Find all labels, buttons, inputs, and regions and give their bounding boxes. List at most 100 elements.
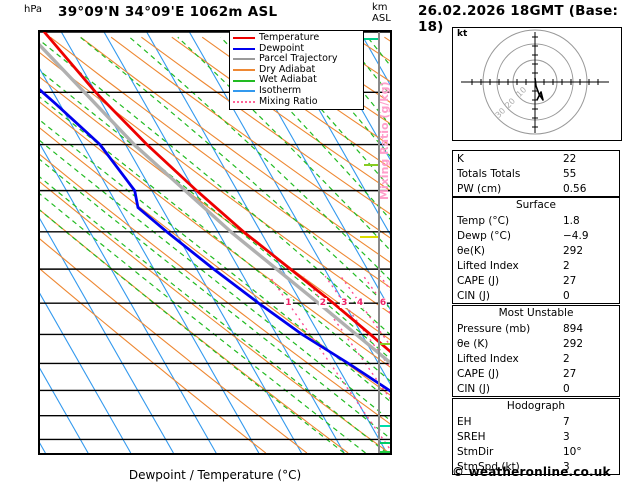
table-row: StmSpd (kt) 3 bbox=[453, 459, 619, 474]
legend-item: Parcel Trajectory bbox=[233, 54, 360, 65]
forecast-datetime: 26.02.2026 18GMT (Base: 18) bbox=[418, 3, 619, 35]
legend-label: Wet Adiabat bbox=[259, 74, 317, 86]
table-row-value: 292 bbox=[563, 337, 584, 350]
table-row-value: 3 bbox=[563, 460, 570, 473]
table-row-key: CIN (J) bbox=[457, 289, 490, 302]
table-row-value: 2 bbox=[563, 259, 570, 272]
table-section-heading: Most Unstable bbox=[498, 307, 574, 319]
table-row: Lifted Index 2 bbox=[453, 351, 619, 366]
legend-label: Parcel Trajectory bbox=[259, 53, 338, 65]
table-row: Totals Totals 55 bbox=[453, 166, 619, 181]
indices-table-top: K 22 Totals Totals 55 PW (cm) 0.56 bbox=[452, 150, 620, 197]
legend-label: Isotherm bbox=[259, 84, 302, 96]
legend-item: Isotherm bbox=[233, 84, 360, 97]
pressure-tick-mark bbox=[38, 363, 40, 365]
table-row-key: EH bbox=[457, 415, 472, 428]
table-row: CIN (J) 0 bbox=[453, 381, 619, 396]
table-row-key: Temp (°C) bbox=[457, 214, 510, 227]
table-row-key: θe (K) bbox=[457, 337, 489, 350]
table-row-value: 27 bbox=[563, 367, 577, 380]
legend-swatch bbox=[233, 69, 255, 72]
table-row: Temp (°C) 1.8 bbox=[453, 213, 619, 228]
legend-item: Wet Adiabat bbox=[233, 75, 360, 86]
legend-swatch bbox=[233, 58, 255, 61]
pressure-tick-mark bbox=[38, 190, 40, 192]
table-row-value: 22 bbox=[563, 152, 577, 165]
wind-barb bbox=[364, 163, 378, 166]
altitude-tick-mark bbox=[390, 207, 392, 209]
table-row: SREH 3 bbox=[453, 429, 619, 444]
svg-text:20: 20 bbox=[503, 96, 517, 110]
table-row-key: Lifted Index bbox=[457, 259, 519, 272]
pressure-tick-mark bbox=[38, 231, 40, 233]
table-row: K 22 bbox=[453, 151, 619, 166]
table-row-value: 27 bbox=[563, 274, 577, 287]
legend-label: Dewpoint bbox=[259, 42, 305, 54]
altitude-tick-mark bbox=[390, 261, 392, 263]
table-row-value: 1.8 bbox=[563, 214, 580, 227]
table-row-key: CIN (J) bbox=[457, 382, 490, 395]
legend-label: Mixing Ratio bbox=[259, 95, 318, 107]
legend-swatch bbox=[233, 47, 255, 50]
wind-barb bbox=[380, 343, 390, 346]
table-row-value: 292 bbox=[563, 244, 584, 257]
indices-table-most-unstable: Most Unstable Pressure (mb) 894 θe (K) 292 Li… bbox=[452, 305, 620, 397]
hodograph: kt 10 20 30 bbox=[452, 27, 622, 141]
table-row-value: 0 bbox=[563, 382, 570, 395]
pressure-tick-mark bbox=[38, 31, 40, 33]
mixing-ratio-value-label: 4 bbox=[355, 298, 365, 309]
table-row-value: 894 bbox=[563, 322, 584, 335]
wind-barb bbox=[380, 450, 390, 453]
table-row-key: Lifted Index bbox=[457, 352, 519, 365]
table-section-heading: Surface bbox=[515, 199, 556, 211]
legend: Temperature Dewpoint Parcel Trajectory Dry … bbox=[229, 30, 364, 111]
pressure-tick-mark bbox=[38, 302, 40, 304]
wind-barb-stem bbox=[378, 32, 380, 453]
table-row: Dewp (°C) −4.9 bbox=[453, 228, 619, 243]
pressure-tick-mark bbox=[38, 439, 40, 441]
table-row-key: CAPE (J) bbox=[457, 367, 500, 380]
pressure-tick-mark bbox=[38, 415, 40, 417]
table-row-value: 2 bbox=[563, 352, 570, 365]
wind-barb bbox=[360, 235, 378, 238]
pressure-tick-mark bbox=[38, 144, 40, 146]
mixing-ratio-value-label: 3 bbox=[340, 298, 349, 309]
pressure-tick-mark bbox=[38, 390, 40, 392]
table-row-value: −4.9 bbox=[563, 229, 589, 242]
altitude-tick-mark bbox=[390, 416, 392, 418]
legend-swatch bbox=[233, 100, 255, 103]
table-row-value: 3 bbox=[563, 430, 570, 443]
altitude-axis-unit-km: km bbox=[372, 2, 388, 13]
table-row-value: 55 bbox=[563, 167, 577, 180]
table-row: StmDir 10° bbox=[453, 444, 619, 459]
table-row: Lifted Index 2 bbox=[453, 258, 619, 273]
table-row-value: 7 bbox=[563, 415, 570, 428]
table-row-key: Totals Totals bbox=[457, 167, 521, 180]
table-row: PW (cm) 0.56 bbox=[453, 181, 619, 196]
altitude-tick-mark bbox=[390, 366, 392, 368]
table-section-heading: Hodograph bbox=[506, 400, 566, 412]
legend-item: Dry Adiabat bbox=[233, 63, 360, 76]
table-row-key: Dewp (°C) bbox=[457, 229, 511, 242]
table-row: CAPE (J) 27 bbox=[453, 366, 619, 381]
page-title: 39°09'N 34°09'E 1062m ASL bbox=[58, 4, 278, 20]
table-row-key: PW (cm) bbox=[457, 182, 502, 195]
table-row: Pressure (mb) 894 bbox=[453, 321, 619, 336]
wind-barb bbox=[380, 425, 390, 428]
table-row-key: Pressure (mb) bbox=[457, 322, 531, 335]
legend-label: Dry Adiabat bbox=[259, 63, 316, 75]
wind-barb bbox=[362, 38, 378, 41]
legend-swatch bbox=[233, 90, 255, 93]
pressure-tick-mark bbox=[38, 334, 40, 336]
mixing-ratio-axis-title: Mixing Ratio (g/kg) bbox=[378, 81, 391, 200]
pressure-tick-mark bbox=[38, 268, 40, 270]
hodograph-unit-label: kt bbox=[457, 29, 468, 39]
mixing-ratio-value-label: 2 bbox=[318, 298, 328, 309]
pressure-tick-mark bbox=[38, 92, 40, 94]
altitude-axis-unit: km ASL bbox=[372, 2, 391, 24]
legend-item: Dewpoint bbox=[233, 42, 360, 55]
mixing-ratio-value-label: 1 bbox=[284, 298, 293, 309]
svg-text:30: 30 bbox=[494, 106, 508, 120]
table-row-key: SREH bbox=[457, 430, 486, 443]
copyright-footer: © weatheronline.co.uk bbox=[452, 465, 611, 479]
